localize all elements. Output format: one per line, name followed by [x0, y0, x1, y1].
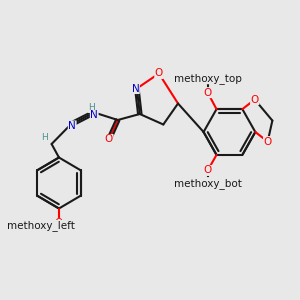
Text: methoxy_top: methoxy_top: [174, 73, 242, 84]
Text: O: O: [250, 94, 259, 104]
Text: methoxy_bot: methoxy_bot: [174, 178, 242, 188]
Text: O: O: [155, 68, 163, 79]
Text: methoxy_left: methoxy_left: [8, 220, 75, 231]
Text: H: H: [88, 103, 95, 112]
Text: H: H: [41, 134, 48, 142]
Text: O: O: [263, 136, 272, 147]
Text: O: O: [105, 134, 113, 145]
Text: N: N: [68, 121, 76, 131]
Text: O: O: [204, 166, 212, 176]
Text: N: N: [90, 110, 98, 121]
Text: N: N: [131, 83, 139, 94]
Text: O: O: [204, 88, 212, 98]
Text: O: O: [55, 218, 63, 229]
